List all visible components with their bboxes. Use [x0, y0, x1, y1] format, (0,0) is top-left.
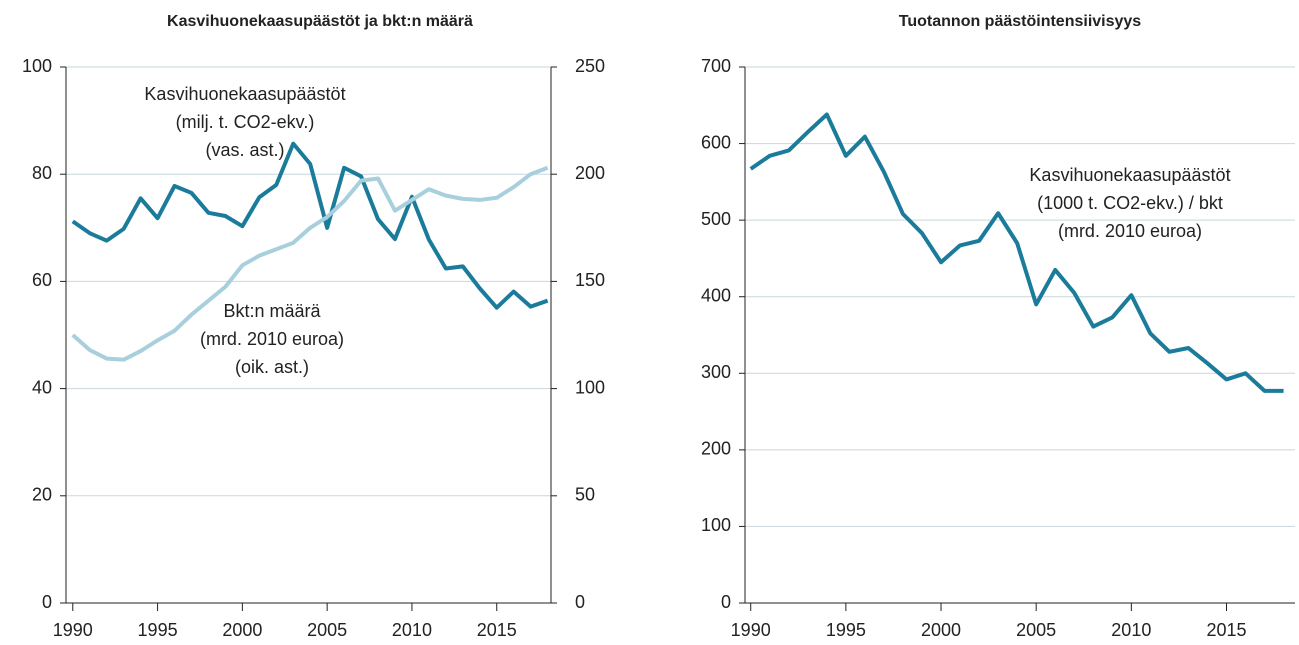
y-tick-label: 200: [701, 439, 731, 459]
x-tick-label: 1995: [826, 620, 866, 640]
y2-tick-label: 250: [575, 56, 605, 76]
y-tick-label: 300: [701, 362, 731, 382]
annotation: (vas. ast.): [205, 140, 284, 160]
x-tick-label: 2005: [1016, 620, 1056, 640]
x-tick-label: 2015: [477, 620, 517, 640]
chart-title: Kasvihuonekaasupäästöt ja bkt:n määrä: [167, 13, 473, 30]
y-tick-label: 60: [32, 270, 52, 290]
y-tick-label: 100: [22, 56, 52, 76]
y-tick-label: 600: [701, 132, 731, 152]
y2-tick-label: 150: [575, 270, 605, 290]
chart-title: Tuotannon päästöintensiivisyys: [899, 13, 1142, 30]
annotation: (mrd. 2010 euroa): [200, 329, 344, 349]
annotation: (1000 t. CO2-ekv.) / bkt: [1037, 193, 1223, 213]
series-line: [71, 165, 549, 362]
annotation: Kasvihuonekaasupäästöt: [1029, 165, 1230, 185]
annotation: Bkt:n määrä: [223, 301, 321, 321]
y-tick-label: 80: [32, 163, 52, 183]
y2-tick-label: 50: [575, 485, 595, 505]
y2-tick-label: 200: [575, 163, 605, 183]
x-tick-label: 2000: [921, 620, 961, 640]
y-tick-label: 20: [32, 485, 52, 505]
annotation: (mrd. 2010 euroa): [1058, 221, 1202, 241]
y-tick-label: 700: [701, 56, 731, 76]
y-tick-label: 500: [701, 209, 731, 229]
x-tick-label: 1990: [731, 620, 771, 640]
x-tick-label: 2000: [222, 620, 262, 640]
series-line: [71, 141, 549, 310]
annotation: (oik. ast.): [235, 357, 309, 377]
x-tick-label: 1995: [138, 620, 178, 640]
y2-tick-label: 100: [575, 377, 605, 397]
y-tick-label: 100: [701, 515, 731, 535]
y-tick-label: 0: [721, 592, 731, 612]
series-line: [749, 112, 1284, 393]
y2-tick-label: 0: [575, 592, 585, 612]
y-tick-label: 0: [42, 592, 52, 612]
x-tick-label: 2010: [1111, 620, 1151, 640]
y-tick-label: 40: [32, 377, 52, 397]
annotation: Kasvihuonekaasupäästöt: [144, 84, 345, 104]
x-tick-label: 1990: [53, 620, 93, 640]
annotation: (milj. t. CO2-ekv.): [176, 112, 315, 132]
y-tick-label: 400: [701, 285, 731, 305]
x-tick-label: 2015: [1206, 620, 1246, 640]
x-tick-label: 2010: [392, 620, 432, 640]
x-tick-label: 2005: [307, 620, 347, 640]
